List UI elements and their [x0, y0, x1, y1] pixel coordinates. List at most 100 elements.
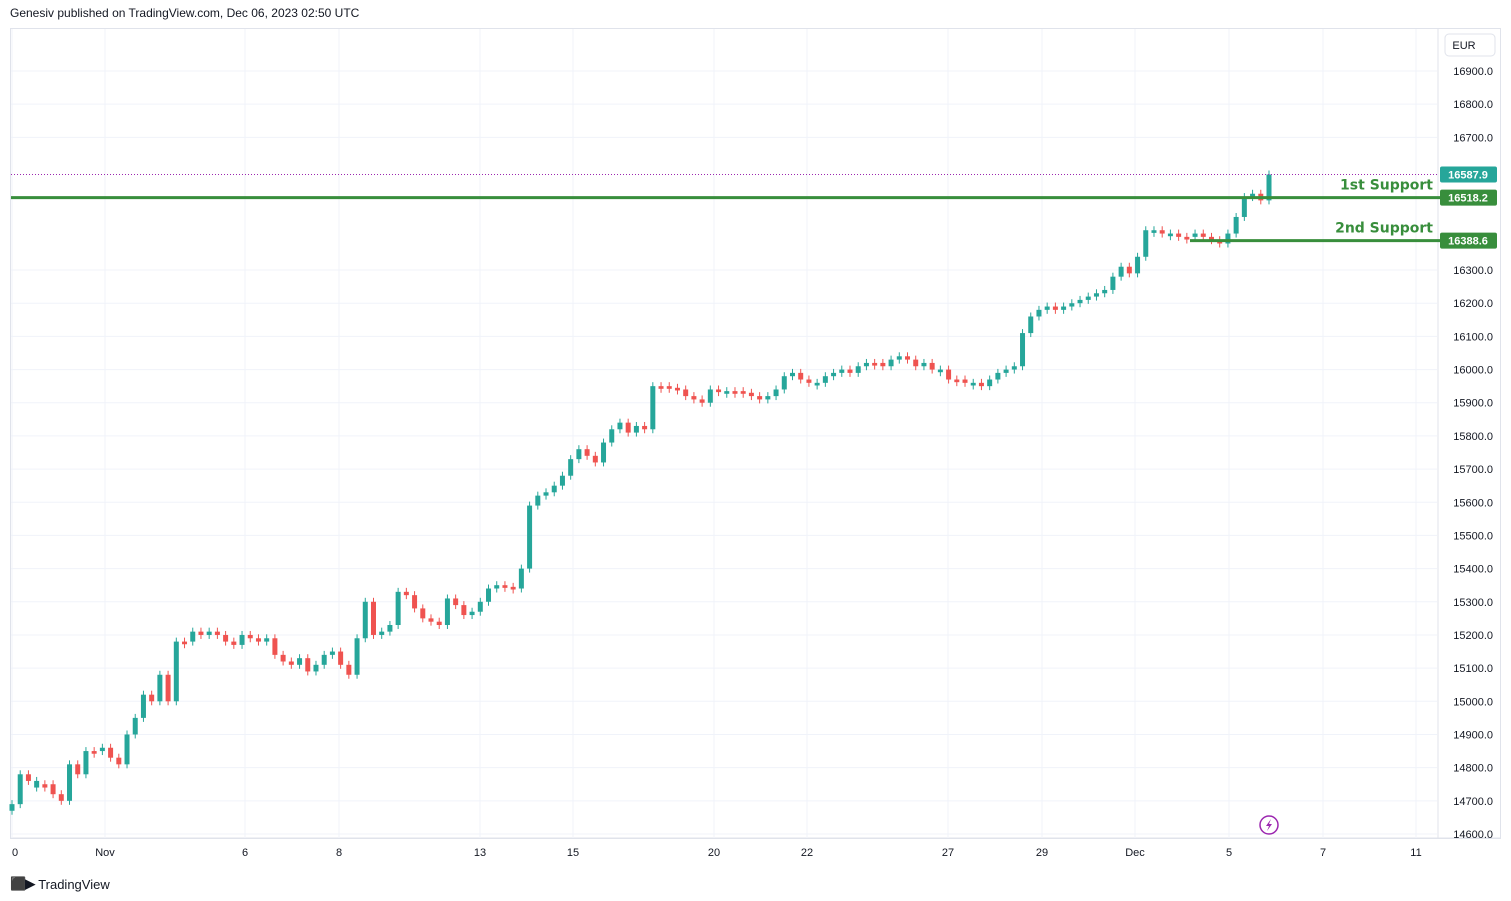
- candle-down: [962, 375, 968, 387]
- candle-up: [995, 368, 1001, 384]
- candle-down: [757, 392, 763, 404]
- candle-up: [863, 358, 869, 371]
- candle-up: [568, 455, 574, 480]
- candle-body: [412, 595, 418, 609]
- y-tick-label: 15800.0: [1453, 431, 1493, 443]
- candle-down: [91, 747, 97, 758]
- candle-up: [576, 445, 582, 464]
- candle-body: [494, 585, 500, 589]
- candle-body: [822, 376, 828, 383]
- y-tick-label: 14900.0: [1453, 729, 1493, 741]
- candle-up: [814, 378, 820, 390]
- candle-up: [970, 378, 976, 390]
- y-tick-label: 15200.0: [1453, 630, 1493, 642]
- y-tick-label: 16900.0: [1453, 66, 1493, 78]
- candle-down: [108, 743, 114, 762]
- candle-down: [436, 617, 442, 629]
- candle-body: [609, 429, 615, 443]
- candle-body: [247, 634, 253, 639]
- candle-body: [1020, 333, 1026, 367]
- candle-body: [551, 485, 557, 493]
- candle-body: [617, 422, 623, 430]
- candle-body: [132, 717, 138, 735]
- candle-body: [748, 392, 754, 397]
- candle-up: [387, 621, 393, 636]
- candle-body: [962, 379, 968, 383]
- candle-down: [25, 770, 31, 785]
- candle-body: [108, 747, 114, 758]
- candle-up: [99, 743, 105, 756]
- candle-body: [1167, 233, 1173, 237]
- candle-down: [798, 368, 804, 384]
- candle-down: [231, 637, 237, 649]
- candle-body: [584, 449, 590, 456]
- candle-body: [1085, 296, 1091, 300]
- candle-body: [1044, 306, 1050, 310]
- candle-body: [280, 654, 286, 662]
- price-label-text: 16388.6: [1448, 236, 1488, 248]
- candle-body: [880, 362, 886, 367]
- candle-down: [272, 634, 278, 659]
- candle-body: [691, 396, 697, 400]
- candle-body: [165, 674, 171, 702]
- candle-down: [584, 445, 590, 460]
- candle-up: [617, 418, 623, 434]
- y-tick-label: 16300.0: [1453, 265, 1493, 277]
- candle-body: [929, 362, 935, 370]
- candle-body: [1200, 233, 1206, 237]
- candle-body: [1241, 197, 1247, 217]
- candle-body: [17, 774, 23, 805]
- candle-down: [913, 355, 919, 371]
- candle-down: [280, 650, 286, 666]
- price-label-text: 16518.2: [1448, 193, 1488, 205]
- candle-up: [362, 597, 368, 643]
- candle-body: [436, 621, 442, 626]
- candle-down: [223, 630, 229, 646]
- candle-body: [486, 588, 492, 602]
- currency-button[interactable]: EUR: [1444, 33, 1496, 57]
- candle-body: [116, 757, 122, 765]
- candle-body: [699, 399, 705, 403]
- candle-up: [789, 368, 795, 381]
- x-tick-label: Dec: [1125, 847, 1145, 859]
- y-tick-label: 15500.0: [1453, 530, 1493, 542]
- x-tick-label: 29: [1036, 847, 1048, 859]
- candle-body: [173, 641, 179, 702]
- candle-body: [395, 591, 401, 626]
- candle-down: [149, 690, 155, 706]
- candle-down: [305, 654, 311, 676]
- candle-body: [453, 598, 459, 606]
- candle-body: [370, 601, 376, 635]
- candle-up: [1011, 362, 1017, 374]
- candle-down: [691, 392, 697, 404]
- candle-body: [264, 638, 270, 642]
- candle-up: [937, 365, 943, 377]
- x-tick-label: 20: [708, 847, 720, 859]
- y-tick-label: 15300.0: [1453, 597, 1493, 609]
- candle-down: [658, 382, 664, 393]
- candle-body: [1250, 193, 1256, 198]
- candle-body: [781, 376, 787, 390]
- candle-body: [477, 601, 483, 612]
- candle-down: [880, 358, 886, 371]
- candle-body: [1118, 266, 1124, 277]
- candle-body: [872, 362, 878, 366]
- candle-down: [288, 657, 294, 669]
- candle-up: [1110, 272, 1116, 294]
- candle-body: [67, 764, 73, 801]
- candle-body: [469, 611, 475, 616]
- candle-up: [1143, 226, 1149, 261]
- candle-body: [42, 784, 48, 788]
- candle-down: [1126, 262, 1132, 278]
- candle-up: [34, 776, 40, 792]
- candle-up: [773, 385, 779, 401]
- candle-body: [740, 391, 746, 394]
- footer-brand[interactable]: TradingView: [38, 876, 110, 892]
- candle-up: [379, 627, 385, 639]
- lightning-icon[interactable]: [1259, 815, 1279, 835]
- candle-body: [297, 658, 303, 665]
- candle-down: [683, 385, 689, 401]
- candle-body: [1192, 233, 1198, 237]
- candle-body: [379, 631, 385, 635]
